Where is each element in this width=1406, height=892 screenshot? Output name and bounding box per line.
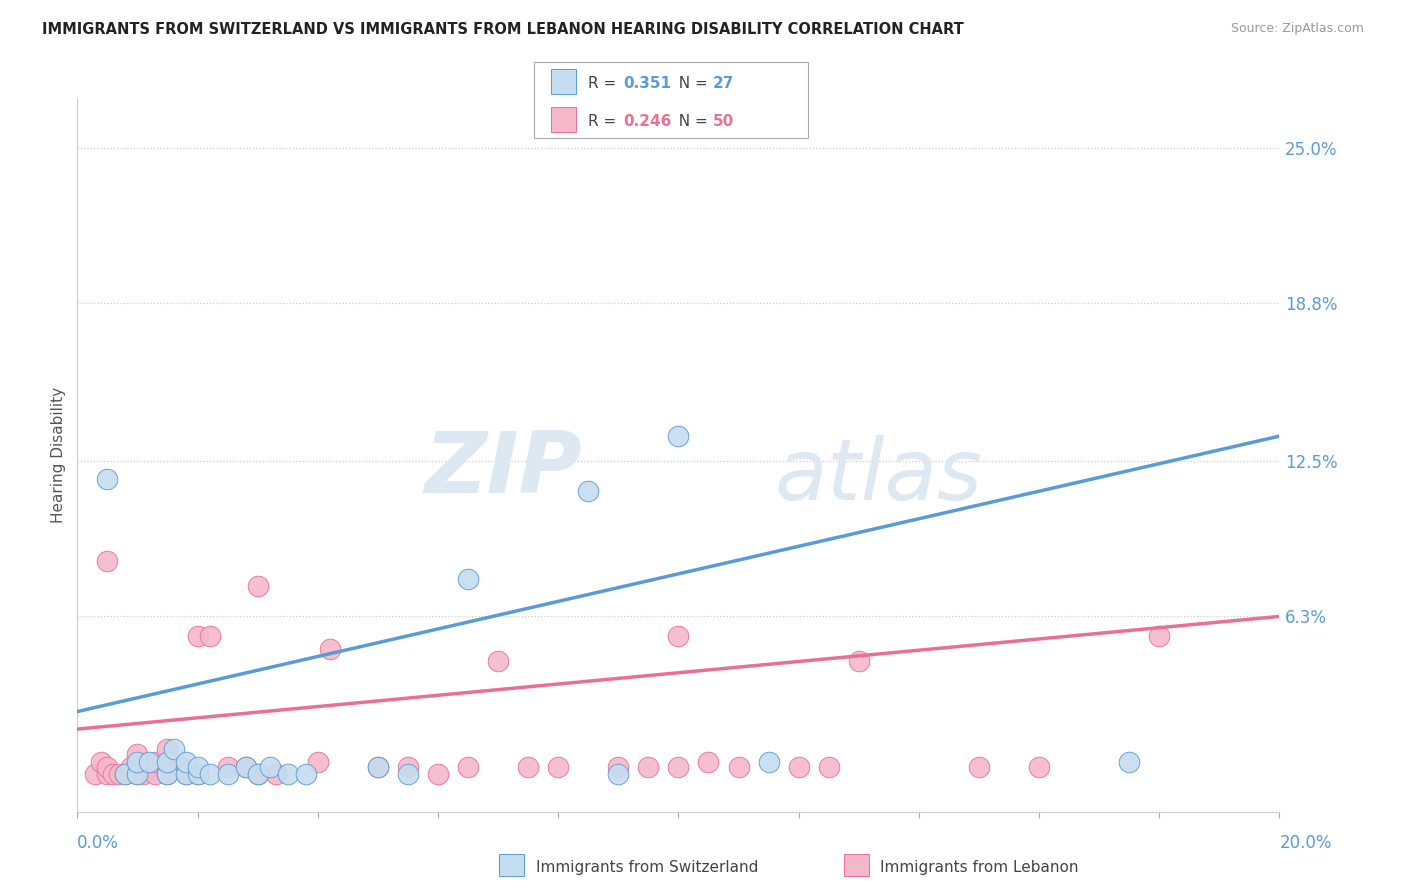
Text: N =: N = [669, 114, 713, 129]
Point [607, 759, 630, 773]
Point [235, 759, 257, 773]
Point [156, 755, 179, 769]
Text: Immigrants from Switzerland: Immigrants from Switzerland [536, 860, 758, 874]
Point [156, 767, 179, 781]
Point [96, 759, 118, 773]
Point [396, 767, 419, 781]
Point [145, 755, 167, 769]
Point [817, 759, 839, 773]
Point [120, 759, 142, 773]
Point [457, 572, 479, 586]
Point [246, 767, 269, 781]
Point [156, 742, 179, 756]
Point [758, 755, 780, 769]
Point [187, 767, 209, 781]
Point [96, 554, 118, 568]
Point [264, 767, 287, 781]
Point [457, 759, 479, 773]
Text: R =: R = [588, 114, 621, 129]
Point [668, 630, 690, 644]
Point [127, 767, 149, 781]
Point [96, 767, 118, 781]
Text: R =: R = [588, 76, 621, 91]
Point [103, 767, 125, 781]
Point [319, 642, 342, 657]
Text: 20.0%: 20.0% [1279, 834, 1331, 852]
Text: IMMIGRANTS FROM SWITZERLAND VS IMMIGRANTS FROM LEBANON HEARING DISABILITY CORREL: IMMIGRANTS FROM SWITZERLAND VS IMMIGRANT… [42, 22, 965, 37]
Point [517, 759, 540, 773]
Point [367, 759, 389, 773]
Point [787, 759, 810, 773]
Point [259, 759, 281, 773]
Text: atlas: atlas [775, 434, 983, 518]
Point [396, 759, 419, 773]
Point [367, 759, 389, 773]
Point [108, 767, 131, 781]
Point [235, 759, 257, 773]
Point [127, 767, 149, 781]
Point [848, 655, 870, 669]
Point [114, 767, 136, 781]
Point [127, 747, 149, 761]
Point [96, 472, 118, 486]
Point [138, 755, 160, 769]
Point [174, 767, 197, 781]
Point [727, 759, 749, 773]
Point [162, 742, 184, 756]
Point [668, 429, 690, 443]
Point [1028, 759, 1050, 773]
Text: Immigrants from Lebanon: Immigrants from Lebanon [880, 860, 1078, 874]
Point [174, 767, 197, 781]
Point [607, 767, 630, 781]
Point [307, 755, 329, 769]
Point [246, 579, 269, 593]
Point [1118, 755, 1140, 769]
Point [246, 767, 269, 781]
Point [187, 630, 209, 644]
Text: ZIP: ZIP [425, 427, 582, 511]
Point [637, 759, 659, 773]
Point [127, 755, 149, 769]
Text: N =: N = [669, 76, 713, 91]
Point [277, 767, 299, 781]
Point [90, 755, 112, 769]
Point [576, 484, 599, 499]
Text: 0.246: 0.246 [623, 114, 671, 129]
Point [169, 759, 191, 773]
Point [127, 759, 149, 773]
Text: Source: ZipAtlas.com: Source: ZipAtlas.com [1230, 22, 1364, 36]
Point [132, 767, 155, 781]
Point [156, 755, 179, 769]
Point [547, 759, 569, 773]
Text: 0.0%: 0.0% [77, 834, 120, 852]
Point [138, 759, 160, 773]
Point [156, 767, 179, 781]
Point [427, 767, 450, 781]
Text: 27: 27 [713, 76, 734, 91]
Point [187, 759, 209, 773]
Point [1149, 630, 1171, 644]
Point [668, 759, 690, 773]
Point [217, 759, 239, 773]
Point [187, 767, 209, 781]
Text: 50: 50 [713, 114, 734, 129]
Point [174, 755, 197, 769]
Point [697, 755, 720, 769]
Point [198, 630, 221, 644]
Point [145, 767, 167, 781]
Point [84, 767, 107, 781]
Point [114, 767, 136, 781]
Point [294, 767, 316, 781]
Point [217, 767, 239, 781]
Point [486, 655, 509, 669]
Point [967, 759, 990, 773]
Y-axis label: Hearing Disability: Hearing Disability [51, 387, 66, 523]
Text: 0.351: 0.351 [623, 76, 671, 91]
Point [198, 767, 221, 781]
